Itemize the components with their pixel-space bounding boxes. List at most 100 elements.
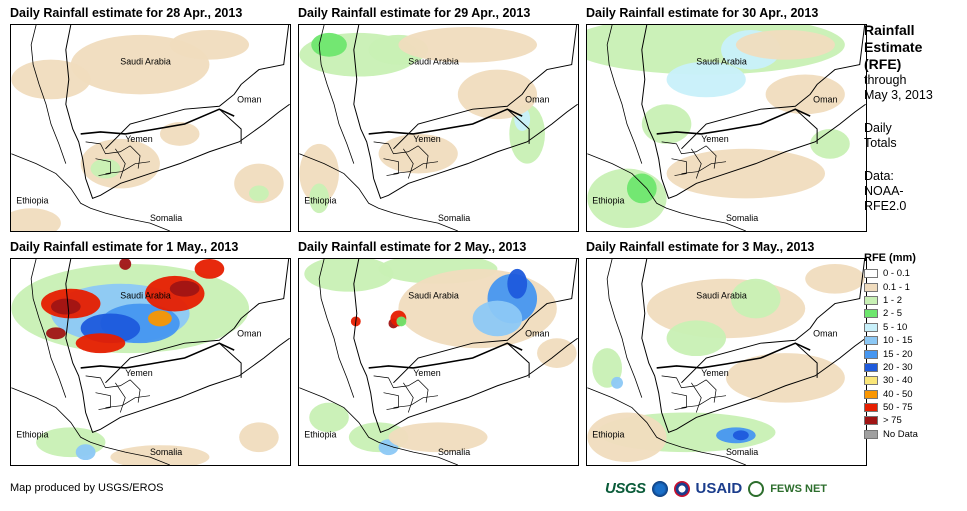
country-label-oman: Oman [525,328,549,338]
sidebar-totals: Totals [864,136,897,150]
yemen-border [656,342,811,369]
legend-label: 50 - 75 [883,402,913,414]
rainfall-area [80,138,160,189]
country-label-somalia: Somalia [726,213,758,223]
rainfall-area [666,61,746,98]
country-label-oman: Oman [813,328,837,338]
country-label-somalia: Somalia [438,447,470,457]
oman-border [794,342,818,378]
sidebar-data-source1: NOAA- [864,184,904,198]
fews-net-logo: FEWS NET [770,482,828,495]
legend-swatch [864,349,878,359]
coastline [641,25,866,199]
oman-border [218,342,242,378]
rainfall-area [194,259,225,279]
country-label-saudi: Saudi Arabia [696,57,747,67]
legend-label: 5 - 10 [883,321,908,333]
rainfall-area [388,422,488,453]
rainfall-area [472,300,523,337]
legend-label: 10 - 15 [883,335,913,347]
country-label-oman: Oman [813,94,837,104]
yemen-border [368,108,523,135]
map-svg: Saudi Arabia Oman Yemen Ethiopia Somalia [587,259,866,465]
country-label-saudi: Saudi Arabia [696,291,747,301]
border-line [105,25,290,150]
country-label-oman: Oman [525,94,549,104]
africa-coast [587,387,746,465]
rainfall-area [299,143,339,204]
rainfall-area [732,430,749,441]
rainfall-map: Saudi Arabia Oman Yemen Ethiopia Somalia [298,24,579,232]
africa-coast [587,153,746,231]
country-label-saudi: Saudi Arabia [120,291,171,301]
logo-bar: USGS USAID FEWS NET [605,480,827,497]
legend-swatch [864,282,878,292]
sidebar-title-line3: (RFE) [864,56,902,72]
rainfall-area [666,148,826,199]
rainfall-area [641,104,692,144]
legend-label: 30 - 40 [883,375,913,387]
yemen-border [80,108,235,135]
country-label-oman: Oman [237,94,261,104]
border-line [681,25,866,150]
red-sea-coast [318,25,355,164]
legend-swatch [864,389,878,399]
sidebar-title-line1: Rainfall [864,22,915,38]
panel-title: Daily Rainfall estimate for 2 May., 2013 [298,240,527,254]
legend-item: 40 - 50 [864,388,964,401]
legend-label: 15 - 20 [883,348,913,360]
panel-title: Daily Rainfall estimate for 28 Apr., 201… [10,6,243,20]
rainfall-area [457,69,538,120]
country-label-ethiopia: Ethiopia [16,195,48,205]
legend-item: > 75 [864,414,964,427]
legend-label: 1 - 2 [883,294,903,306]
rainfall-area [810,128,850,159]
legend-label: No Data [883,428,918,440]
oman-border [506,108,530,144]
district-borders [85,375,151,413]
country-label-somalia: Somalia [726,447,758,457]
rainfall-map: Saudi Arabia Oman Yemen Ethiopia Somalia [10,24,291,232]
panel-title: Daily Rainfall estimate for 29 Apr., 201… [298,6,531,20]
legend-swatch [864,295,878,305]
rainfall-map: Saudi Arabia Oman Yemen Ethiopia Somalia [10,258,291,466]
rainfall-area [507,268,528,299]
rainfall-area [309,402,349,433]
map-svg: Saudi Arabia Oman Yemen Ethiopia Somalia [299,25,578,231]
legend-item: 0 - 0.1 [864,267,964,280]
rainfall-area [90,158,121,179]
district-borders [661,141,727,179]
legend-label: 0 - 0.1 [883,268,910,280]
legend-item: 15 - 20 [864,347,964,360]
country-label-saudi: Saudi Arabia [120,57,171,67]
usaid-logo: USAID [695,480,743,497]
legend-item: 30 - 40 [864,374,964,387]
map-svg: Saudi Arabia Oman Yemen Ethiopia Somalia [299,259,578,465]
country-label-ethiopia: Ethiopia [16,429,48,439]
oman-border [794,108,818,144]
rainfall-area [311,32,347,57]
legend-swatch [864,322,878,332]
country-label-somalia: Somalia [150,213,182,223]
country-label-ethiopia: Ethiopia [592,429,624,439]
rainfall-area [169,280,200,297]
district-borders [373,141,439,179]
legend-item: No Data [864,428,964,441]
map-credit: Map produced by USGS/EROS [10,482,164,494]
rainfall-area [304,259,394,292]
red-sea-coast [606,25,643,164]
legend-label: 40 - 50 [883,388,913,400]
africa-coast [11,387,170,465]
rainfall-area [159,122,200,146]
legend-label: 0.1 - 1 [883,281,910,293]
rainfall-area [148,310,172,327]
red-sea-coast [606,259,643,398]
country-label-ethiopia: Ethiopia [304,195,336,205]
africa-coast [299,387,458,465]
sidebar-info: Rainfall Estimate (RFE) through May 3, 2… [864,22,964,214]
legend-swatch [864,376,878,386]
coastline [353,25,578,199]
rainfall-area [110,445,210,465]
legend-item: 1 - 2 [864,294,964,307]
